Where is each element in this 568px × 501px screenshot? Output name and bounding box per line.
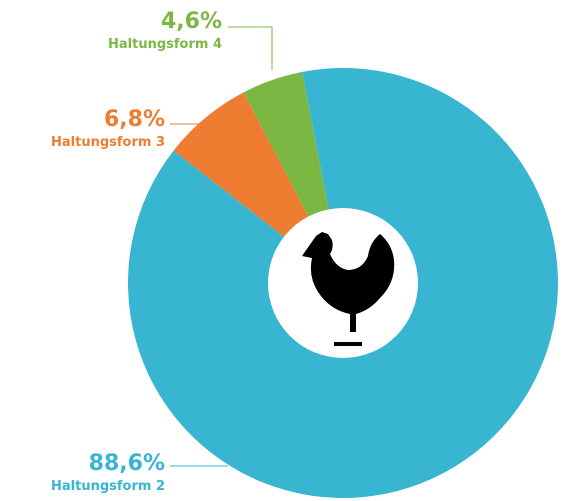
category-label: Haltungsform 4 [108, 37, 222, 52]
value-label: 88,6% [89, 451, 165, 476]
category-label: Haltungsform 3 [51, 135, 165, 150]
category-label: Haltungsform 2 [51, 479, 165, 494]
chicken-icon [302, 232, 395, 346]
value-label: 6,8% [104, 107, 165, 132]
labels: 6,8% Haltungsform 3 4,6% Haltungsform 4 88,6… [51, 9, 273, 494]
leader-line [228, 26, 273, 70]
value-label: 4,6% [161, 9, 222, 34]
